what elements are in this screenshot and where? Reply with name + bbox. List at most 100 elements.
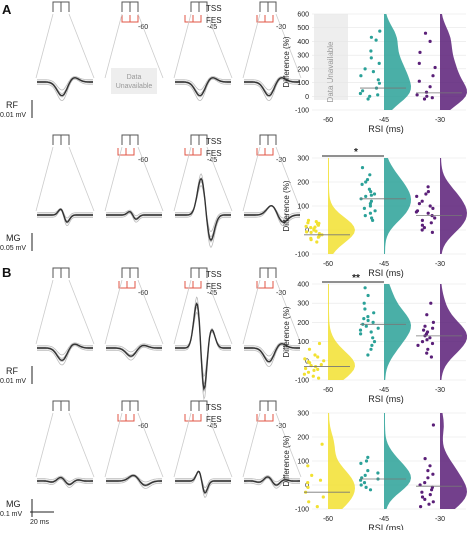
data-point [420, 223, 424, 227]
y-axis-label: Difference (%) [282, 180, 291, 231]
trial-trace [106, 474, 162, 483]
data-point [317, 376, 321, 380]
mean-trace [37, 476, 93, 486]
x-tick-label: -60 [323, 261, 333, 268]
mean-trace [106, 210, 162, 220]
data-point [366, 318, 370, 323]
data-point [376, 78, 380, 82]
data-point [430, 96, 434, 100]
trial-trace [175, 471, 231, 498]
y-tick-label: 100 [297, 459, 309, 466]
trace-cell: -45 [173, 400, 233, 498]
data-point [422, 97, 427, 101]
data-point [431, 423, 435, 427]
violin-half [440, 413, 467, 509]
x-tick-label: -30 [435, 117, 445, 124]
data-point [369, 49, 373, 53]
significance-marker: ** [352, 273, 360, 284]
tss-marker [121, 267, 139, 278]
trace-cell: -30 [242, 400, 302, 489]
data-point [370, 216, 374, 220]
trace-row: -60 -45 -30 TSS FES MG 0.1 mV [0, 400, 302, 518]
data-point [363, 67, 367, 71]
y-tick-label: 400 [297, 282, 309, 289]
y-tick-label: 500 [297, 25, 309, 32]
unavailable-text: Data Unavailable [326, 41, 335, 102]
mean-trace [175, 470, 231, 494]
data-point [359, 74, 363, 78]
data-point [426, 185, 430, 189]
data-point [304, 366, 308, 371]
data-point [373, 209, 377, 213]
data-point [431, 326, 435, 330]
trial-trace [37, 478, 93, 488]
data-point [423, 457, 427, 461]
data-point [306, 464, 310, 468]
x-tick-label: -45 [379, 387, 389, 394]
difference-chart: Data Unavailable -100 0 100 200 300 400 500 600 D… [282, 12, 467, 134]
data-point [359, 461, 363, 465]
data-point [368, 211, 372, 215]
data-point [359, 478, 363, 482]
data-point [307, 500, 311, 504]
data-point [369, 193, 373, 197]
data-point [306, 218, 311, 222]
y-tick-label: 0 [305, 94, 309, 101]
y-tick-label: 300 [297, 156, 309, 163]
muscle-label: MG [6, 233, 21, 243]
data-point [369, 199, 373, 203]
trial-trace [37, 78, 93, 102]
trial-trace [244, 205, 300, 222]
mean-trace [175, 77, 231, 97]
data-point [372, 340, 377, 344]
data-point [425, 351, 429, 355]
trace-cell [35, 134, 95, 227]
data-point [371, 320, 375, 324]
violin-half [384, 14, 411, 110]
data-point [312, 368, 316, 372]
data-point [364, 194, 368, 198]
y-axis-label: Difference (%) [282, 435, 291, 486]
zoom-guide [173, 412, 233, 478]
data-point [426, 476, 430, 480]
data-point [428, 493, 432, 497]
trial-trace [37, 207, 93, 219]
violin-half [328, 284, 355, 380]
data-point [429, 355, 433, 359]
zoom-guide [104, 412, 164, 478]
data-point [416, 343, 420, 347]
data-point [433, 65, 437, 70]
data-point [366, 455, 370, 459]
data-point [368, 173, 372, 177]
data-point [363, 214, 367, 218]
data-point [426, 211, 430, 215]
data-point [304, 224, 308, 228]
data-point [425, 313, 429, 317]
data-point [423, 31, 428, 35]
x-axis-label: RSI (ms) [368, 394, 404, 404]
trace-cell [35, 267, 95, 366]
tss-marker [190, 400, 208, 411]
fes-marker [184, 15, 202, 23]
trial-trace [37, 345, 93, 366]
zoom-guide [104, 13, 164, 79]
violin-half [440, 284, 467, 380]
trial-trace [175, 173, 231, 248]
y-tick-label: -100 [295, 108, 309, 115]
fes-marker [256, 15, 274, 23]
trial-trace [37, 342, 93, 356]
mean-trace [244, 204, 300, 223]
x-tick-label: -45 [379, 516, 389, 523]
y-tick-label: 300 [297, 301, 309, 308]
fes-marker [121, 15, 139, 23]
x-axis-label: RSI (ms) [368, 268, 404, 278]
data-point [309, 236, 313, 240]
fes-label: FES [206, 149, 222, 158]
data-point [430, 341, 435, 346]
data-point [313, 353, 317, 357]
zoom-guide [242, 412, 302, 478]
data-point [428, 204, 432, 208]
data-point [369, 347, 373, 351]
fes-marker [184, 148, 202, 156]
